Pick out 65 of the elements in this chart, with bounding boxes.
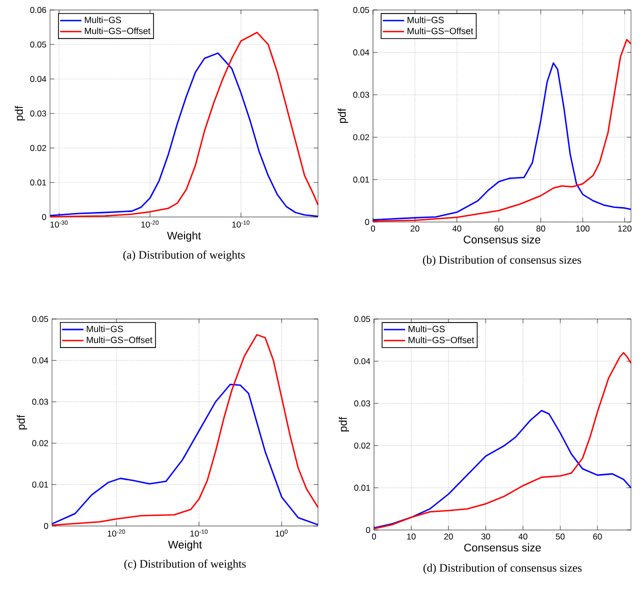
x-tick-label: 100 [576, 226, 590, 232]
legend-label: Multi−GS−Offset [408, 336, 474, 344]
x-axis-title: Consensus size [464, 543, 541, 552]
x-tick-label: 30 [481, 534, 490, 540]
y-tick-label: 0.03 [354, 400, 370, 406]
y-axis-title: pdf [14, 106, 26, 120]
x-tick-label: 120 [618, 226, 632, 232]
text: (d) Distribution of consensus sizes [423, 564, 582, 574]
legend-label: Multi−GS [84, 16, 122, 24]
legend-label: Multi−GS−Offset [86, 336, 152, 344]
y-tick-label: 0.01 [32, 482, 48, 488]
y-tick-label: 0.03 [30, 110, 46, 116]
x-tick-label: 10$^{-10}$ [190, 530, 208, 537]
y-tick-label: 0.01 [353, 176, 370, 183]
legend-label: Multi−GS [408, 326, 445, 332]
x-tick-label: 0 [370, 226, 376, 232]
legend-label: Multi−GS−Offset [408, 28, 474, 34]
x-axis-title: Weight [168, 540, 202, 551]
text: (b) Distribution of consensus sizes [422, 256, 582, 266]
y-tick-label: 0.03 [32, 398, 48, 405]
x-tick-label: 40 [518, 534, 528, 540]
x-tick-label: 10$^{-10}$ [232, 220, 250, 228]
x-tick-label: 10$^{-20}$ [108, 530, 125, 537]
x-tick-label: 10$^{-20}$ [141, 220, 159, 228]
x-tick-label: 10 [407, 534, 416, 540]
x-tick-label: 60 [593, 534, 602, 540]
y-axis-title: pdf [338, 108, 348, 123]
y-tick-label: 0.02 [32, 440, 48, 446]
y-tick-label: 0.04 [32, 357, 48, 364]
y-tick-label: 0.05 [30, 41, 46, 48]
x-tick-label: 40 [452, 226, 462, 232]
y-tick-label: 0.05 [354, 316, 370, 322]
legend-label: Multi−GS−Offset [84, 28, 150, 34]
x-tick-label: 50 [556, 534, 565, 540]
legend-label: Multi−GS [408, 16, 444, 24]
text: (c) Distribution of weights [124, 560, 246, 570]
y-axis-title: pdf [16, 414, 28, 430]
y-tick-label: 0.01 [30, 179, 46, 186]
y-tick-label: 0.02 [354, 442, 370, 449]
y-tick-label: 0 [42, 214, 46, 220]
x-tick-label: 0 [372, 534, 376, 540]
y-axis-title: pdf [338, 416, 350, 432]
y-tick-label: 0.05 [353, 6, 370, 13]
y-tick-label: 0.04 [353, 49, 370, 56]
y-tick-label: 0.04 [30, 76, 46, 82]
x-tick-label: 10$^{0}$ [276, 530, 288, 537]
legend-label: Multi−GS [86, 325, 123, 332]
x-tick-label: 80 [536, 226, 546, 232]
y-tick-label: 0.01 [354, 484, 370, 491]
y-tick-label: 0 [44, 522, 48, 529]
text: (a) Distribution of weights [123, 250, 245, 262]
y-tick-label: 0.05 [32, 316, 48, 322]
x-axis-title: Weight [167, 231, 201, 242]
y-tick-label: 0.02 [30, 144, 46, 151]
y-tick-label: 0.02 [353, 134, 370, 140]
line-series [373, 352, 632, 530]
x-axis-title: Consensus size [464, 235, 540, 244]
x-tick-label: 60 [494, 226, 504, 232]
y-tick-label: 0.03 [353, 92, 370, 98]
x-tick-label: 20 [444, 534, 453, 540]
line-series [373, 410, 632, 529]
y-tick-label: 0.04 [354, 358, 370, 364]
x-tick-label: 10$^{-30}$ [50, 220, 68, 228]
x-tick-label: 20 [410, 226, 420, 232]
y-tick-label: 0.06 [30, 6, 46, 13]
